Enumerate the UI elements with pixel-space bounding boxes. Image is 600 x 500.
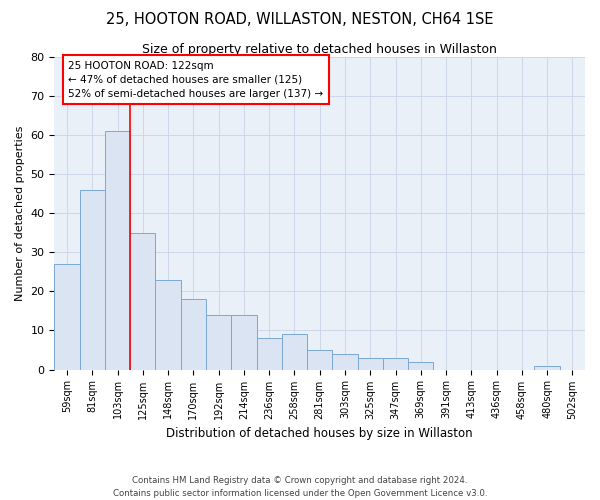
X-axis label: Distribution of detached houses by size in Willaston: Distribution of detached houses by size …	[166, 427, 473, 440]
Bar	[105, 131, 130, 370]
Bar	[535, 366, 560, 370]
Bar	[408, 362, 433, 370]
Bar	[257, 338, 282, 370]
Bar	[55, 264, 80, 370]
Bar	[130, 232, 155, 370]
Bar	[206, 315, 231, 370]
Bar	[231, 315, 257, 370]
Y-axis label: Number of detached properties: Number of detached properties	[15, 126, 25, 301]
Text: 25 HOOTON ROAD: 122sqm
← 47% of detached houses are smaller (125)
52% of semi-de: 25 HOOTON ROAD: 122sqm ← 47% of detached…	[68, 60, 323, 98]
Bar	[307, 350, 332, 370]
Title: Size of property relative to detached houses in Willaston: Size of property relative to detached ho…	[142, 42, 497, 56]
Bar	[383, 358, 408, 370]
Bar	[181, 299, 206, 370]
Bar	[155, 280, 181, 370]
Bar	[332, 354, 358, 370]
Bar	[358, 358, 383, 370]
Text: 25, HOOTON ROAD, WILLASTON, NESTON, CH64 1SE: 25, HOOTON ROAD, WILLASTON, NESTON, CH64…	[106, 12, 494, 28]
Bar	[282, 334, 307, 370]
Bar	[80, 190, 105, 370]
Text: Contains HM Land Registry data © Crown copyright and database right 2024.
Contai: Contains HM Land Registry data © Crown c…	[113, 476, 487, 498]
